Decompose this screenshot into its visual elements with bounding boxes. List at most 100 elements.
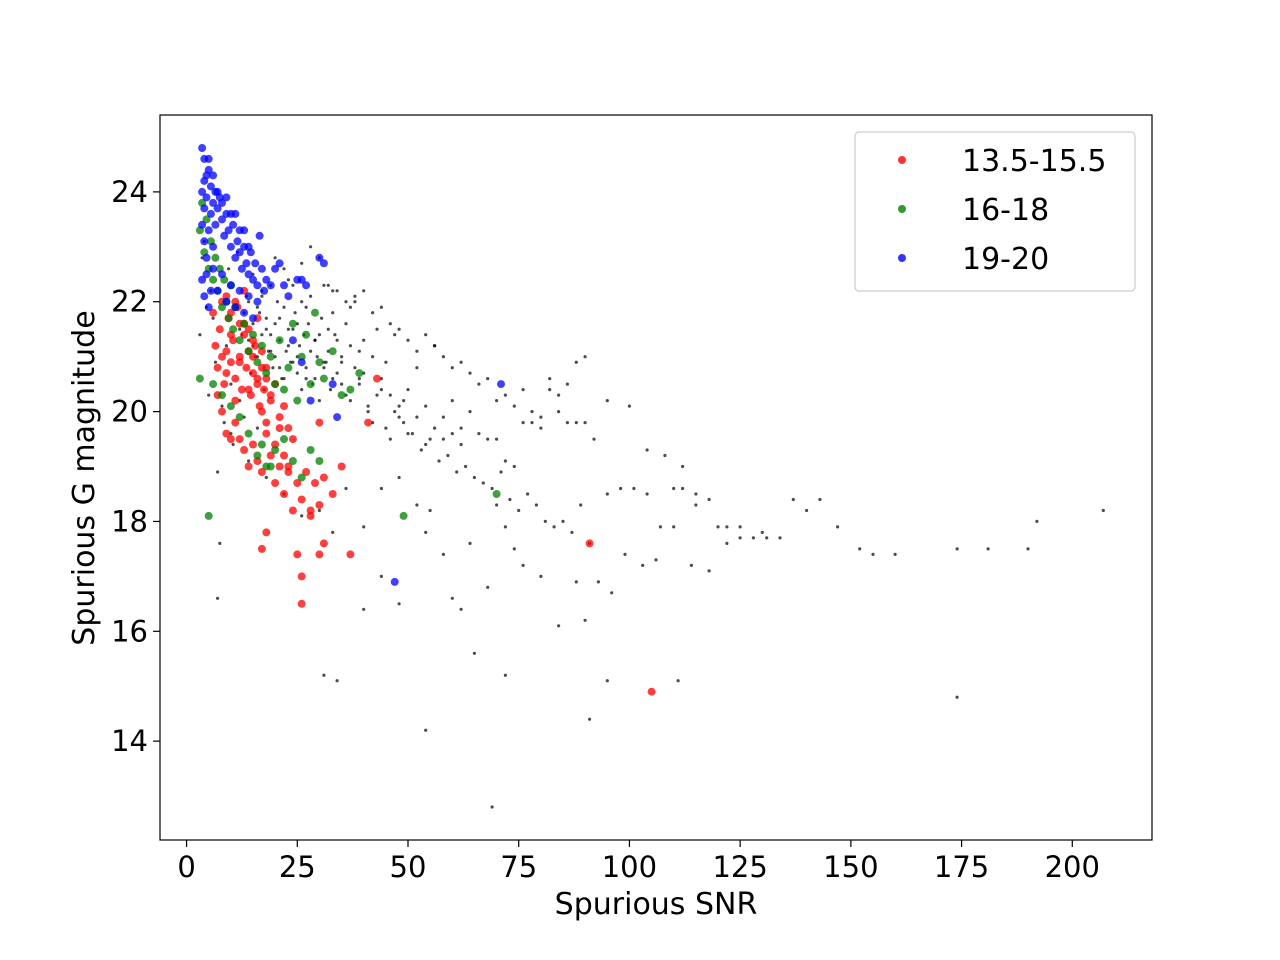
data-point [288,435,297,444]
background-point [357,377,361,381]
data-point [337,391,346,400]
data-point [235,286,244,295]
data-point [497,380,505,389]
data-point [311,308,319,317]
data-point [253,281,262,290]
data-point [202,215,211,224]
background-point [472,651,476,655]
background-point [216,470,220,474]
background-point [419,448,423,452]
background-point [227,267,231,271]
data-point [244,292,253,301]
background-point [707,569,711,573]
background-point [331,377,335,381]
data-point [297,495,306,504]
background-point [340,355,344,359]
background-point [300,261,304,265]
data-point [280,385,288,394]
background-point [362,525,366,529]
background-point [247,300,251,304]
data-point [218,352,226,361]
background-point [289,360,293,364]
background-point [393,333,397,337]
background-point [477,382,481,386]
data-point [218,198,226,207]
background-point [539,415,543,419]
background-point [530,410,534,414]
background-point [424,442,428,447]
background-point [371,355,375,359]
background-point [397,415,401,419]
background-point [375,327,379,331]
background-point [331,311,335,315]
data-point [280,490,288,498]
background-point [340,360,344,364]
data-point [226,358,235,367]
data-point [213,204,222,213]
data-point [206,182,215,191]
background-point [379,486,383,491]
data-point [373,374,381,383]
background-point [428,508,432,513]
background-point [344,322,348,326]
background-point [672,525,676,529]
background-point [273,256,277,260]
background-point [681,486,685,491]
data-point [200,176,209,185]
background-point [955,695,959,699]
background-point [304,377,308,381]
data-point [231,418,240,427]
background-point [415,415,419,419]
data-point [200,237,209,246]
background-point [331,289,335,293]
background-point [397,602,401,606]
background-point [477,432,481,436]
data-point [195,374,204,383]
background-point [574,580,578,584]
background-point [450,432,454,436]
data-point [209,275,218,284]
data-point [235,435,244,444]
data-point [231,209,240,218]
background-point [574,421,578,425]
data-point [297,352,306,361]
background-point [428,437,432,441]
data-point [319,473,328,482]
background-point [295,371,299,375]
background-point [198,333,202,337]
data-point [209,171,218,180]
background-point [286,327,290,331]
data-point [244,242,253,251]
background-point [424,728,428,732]
y-tick-label: 24 [111,175,148,209]
data-point [315,457,324,465]
data-point [251,259,260,268]
background-point [309,245,313,249]
background-point [464,464,468,469]
background-point [512,404,516,408]
data-point [213,363,222,372]
data-point [249,275,257,284]
background-point [213,360,217,364]
background-point [291,360,295,364]
background-point [216,596,220,600]
data-point [275,259,284,268]
background-point [446,453,450,458]
data-point [280,402,288,411]
data-point [297,473,306,482]
background-point [459,607,463,611]
data-point [271,380,280,389]
background-point [375,393,379,397]
data-point [266,352,275,361]
background-point [499,470,503,474]
background-point [406,432,410,436]
background-point [271,366,275,370]
data-point [242,363,251,372]
background-point [441,437,445,441]
background-point [459,426,463,430]
data-point [244,347,253,356]
background-point [247,459,251,463]
background-point [459,442,463,447]
legend-box [854,131,1136,292]
background-point [1101,508,1105,513]
